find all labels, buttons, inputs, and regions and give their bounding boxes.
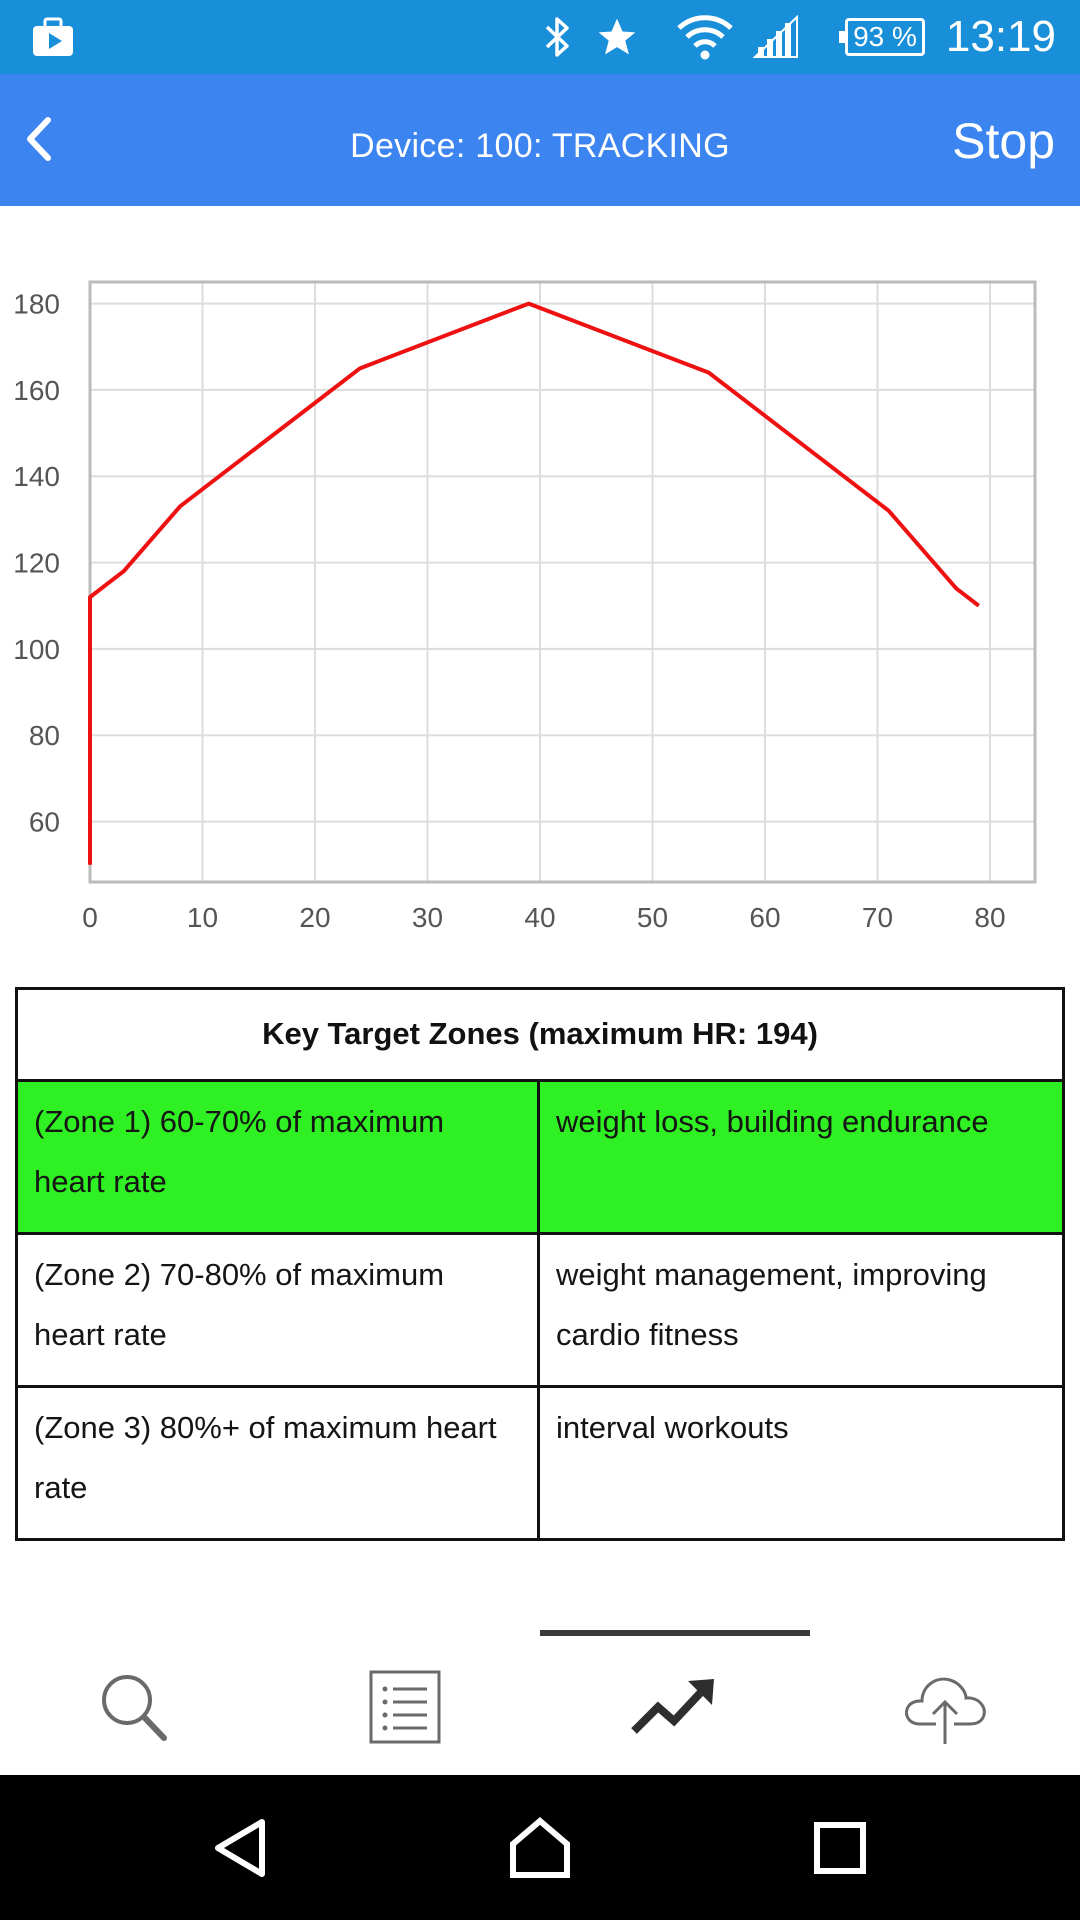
recents-square-icon [814, 1821, 866, 1874]
zone-description: (Zone 2) 70-80% of maximum heart rate [18, 1235, 540, 1385]
zone-benefit: weight management, improving cardio fitn… [556, 1257, 987, 1352]
zones-table: Key Target Zones (maximum HR: 194) (Zone… [15, 987, 1065, 1541]
back-button[interactable] [18, 110, 78, 170]
cloud-upload-icon [905, 1677, 986, 1744]
wifi-icon [675, 0, 735, 74]
chart-svg: 0 10 20 30 40 50 60 70 80 60 80 100 120 140 160 180 [13, 280, 1037, 933]
x-tick-label: 10 [187, 902, 218, 933]
x-tick-label: 30 [412, 902, 443, 933]
y-tick-label: 140 [13, 461, 60, 492]
zones-table-title: Key Target Zones (maximum HR: 194) [18, 990, 1062, 1082]
battery-icon: 93 % [839, 18, 925, 56]
trending-up-icon [631, 1678, 714, 1734]
page-title: Device: 100: TRACKING [350, 127, 730, 165]
y-tick-label: 100 [13, 634, 60, 665]
y-tick-label: 180 [13, 289, 60, 320]
system-nav-bar [0, 1775, 1080, 1920]
signal-icon [750, 0, 802, 74]
zone-description: (Zone 3) 80%+ of maximum heart rate [18, 1388, 540, 1538]
table-row-zone-3: (Zone 3) 80%+ of maximum heart rate inte… [18, 1388, 1062, 1538]
heart-rate-chart: 0 10 20 30 40 50 60 70 80 60 80 100 120 140 160 180 [0, 262, 1080, 952]
zone-benefit: weight loss, building endurance [556, 1104, 989, 1139]
nav-recents-button[interactable] [770, 1775, 910, 1920]
stop-button[interactable]: Stop [952, 113, 1055, 169]
nav-home-button[interactable] [470, 1775, 610, 1920]
x-tick-label: 50 [637, 902, 668, 933]
bottom-tab-bar [0, 1625, 1080, 1775]
y-tick-label: 80 [29, 720, 60, 751]
series-line [88, 301, 980, 865]
search-icon [102, 1674, 167, 1741]
table-row-zone-1: (Zone 1) 60-70% of maximum heart rate we… [18, 1082, 1062, 1235]
tab-search[interactable] [0, 1645, 270, 1770]
briefcase-play-icon [28, 0, 78, 74]
y-tick-label: 160 [13, 375, 60, 406]
list-icon [369, 1670, 441, 1743]
x-tick-label: 60 [749, 902, 780, 933]
y-tick-label: 60 [29, 807, 60, 838]
chevron-left-icon [27, 117, 51, 161]
battery-level: 93 % [853, 21, 917, 52]
zone-description: (Zone 1) 60-70% of maximum heart rate [18, 1082, 540, 1232]
clock: 13:19 [945, 12, 1056, 61]
y-tick-label: 120 [13, 548, 60, 579]
plot-frame [88, 280, 1037, 884]
x-tick-label: 0 [82, 902, 98, 933]
table-row-zone-2: (Zone 2) 70-80% of maximum heart rate we… [18, 1235, 1062, 1388]
x-tick-label: 70 [862, 902, 893, 933]
nav-back-button[interactable] [170, 1775, 310, 1920]
tab-upload[interactable] [810, 1645, 1080, 1770]
x-tick-label: 80 [974, 902, 1005, 933]
star-icon [592, 0, 642, 74]
zone-benefit: interval workouts [556, 1410, 789, 1445]
home-icon [510, 1816, 570, 1878]
x-tick-label: 40 [524, 902, 555, 933]
bluetooth-icon [537, 0, 577, 74]
status-bar: 93 % 13:19 [0, 0, 1080, 74]
x-tick-label: 20 [299, 902, 330, 933]
selected-tab-indicator [540, 1630, 810, 1636]
tab-list[interactable] [270, 1645, 540, 1770]
back-triangle-icon [215, 1818, 265, 1877]
tab-trends[interactable] [540, 1645, 810, 1770]
app-bar: Device: 100: TRACKING Stop [0, 74, 1080, 206]
